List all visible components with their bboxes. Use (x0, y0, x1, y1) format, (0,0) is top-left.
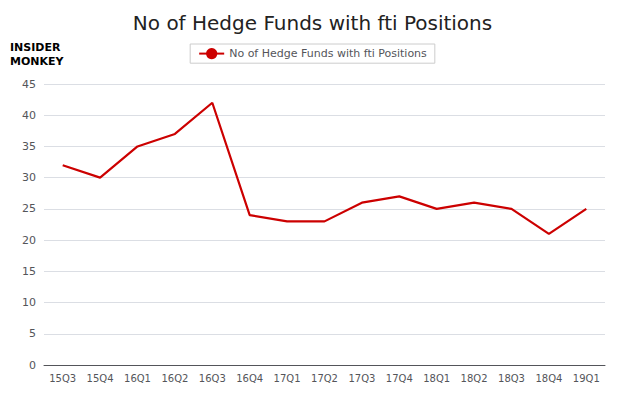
svg-text:18Q3: 18Q3 (498, 373, 525, 384)
svg-text:15: 15 (22, 265, 36, 278)
svg-text:18Q4: 18Q4 (535, 373, 562, 384)
svg-text:No of Hedge Funds with fti Pos: No of Hedge Funds with fti Positions (229, 47, 427, 60)
svg-text:30: 30 (22, 171, 36, 184)
svg-text:20: 20 (22, 234, 36, 247)
svg-text:16Q1: 16Q1 (124, 373, 151, 384)
svg-text:19Q1: 19Q1 (573, 373, 600, 384)
svg-text:40: 40 (22, 109, 36, 122)
svg-text:16Q3: 16Q3 (199, 373, 226, 384)
svg-text:25: 25 (22, 202, 36, 215)
svg-text:17Q2: 17Q2 (311, 373, 338, 384)
svg-text:5: 5 (29, 327, 36, 340)
svg-text:15Q4: 15Q4 (87, 373, 114, 384)
svg-text:35: 35 (22, 140, 36, 153)
svg-text:16Q4: 16Q4 (236, 373, 263, 384)
svg-text:45: 45 (22, 78, 36, 91)
svg-text:INSIDER: INSIDER (10, 41, 61, 54)
svg-text:15Q3: 15Q3 (49, 373, 76, 384)
svg-text:18Q1: 18Q1 (423, 373, 450, 384)
svg-text:16Q2: 16Q2 (161, 373, 188, 384)
svg-text:17Q4: 17Q4 (386, 373, 413, 384)
svg-text:18Q2: 18Q2 (461, 373, 488, 384)
svg-text:10: 10 (22, 296, 36, 309)
svg-text:MONKEY: MONKEY (10, 55, 65, 68)
svg-text:17Q3: 17Q3 (348, 373, 375, 384)
svg-text:No of Hedge Funds with fti Pos: No of Hedge Funds with fti Positions (133, 11, 492, 35)
svg-text:17Q1: 17Q1 (274, 373, 301, 384)
svg-text:0: 0 (29, 359, 36, 372)
